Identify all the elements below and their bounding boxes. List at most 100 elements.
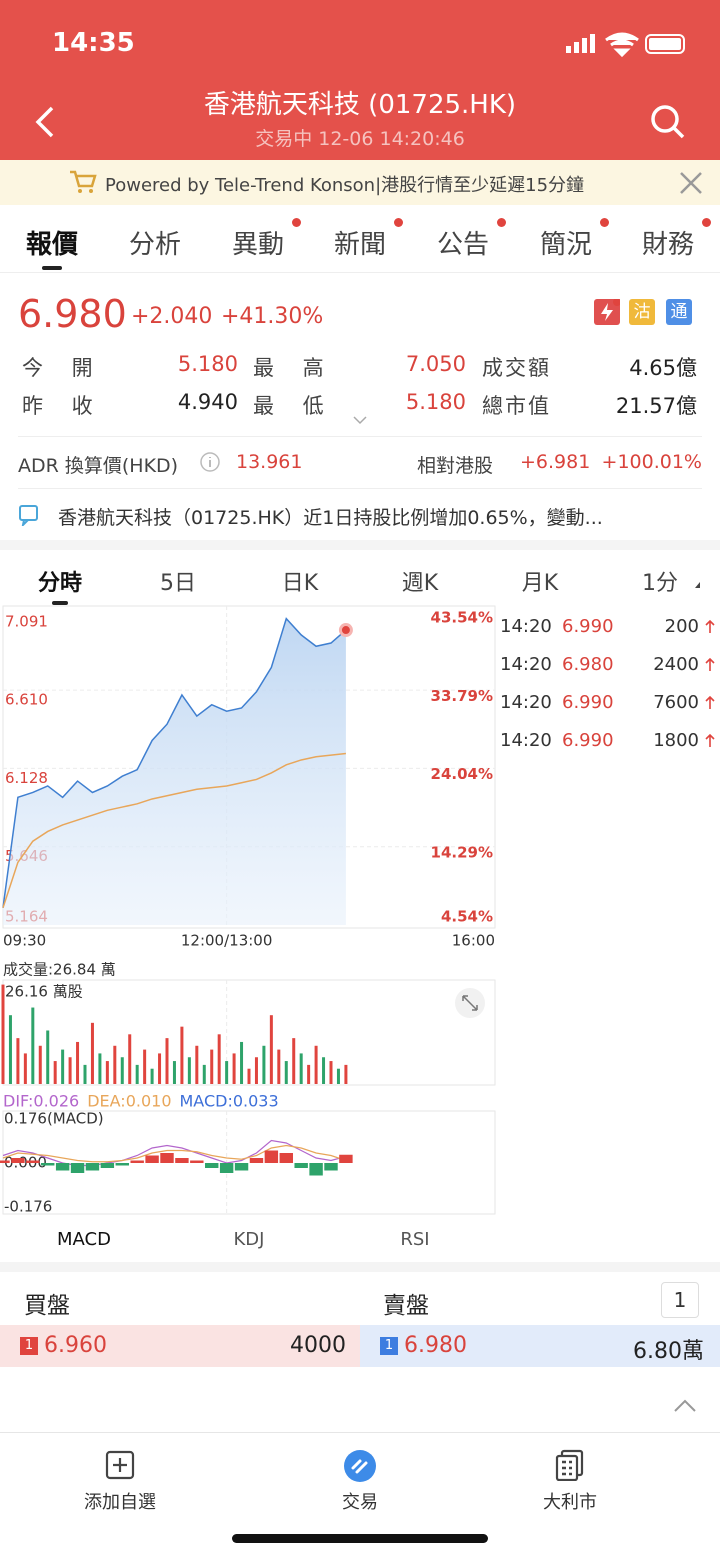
trade-arrow <box>705 733 715 747</box>
news-text[interactable]: 香港航天科技（01725.HK）近1日持股比例增加0.65%，變動... <box>58 507 603 529</box>
volume-bar <box>31 1007 35 1084</box>
bid-label: 買盤 <box>24 1293 70 1319</box>
macd-bar <box>219 1163 234 1173</box>
indicator-tab[interactable]: KDJ <box>234 1229 265 1250</box>
y2-tick-label: 43.54% <box>431 609 493 627</box>
add-watch-icon <box>105 1450 135 1480</box>
bid-price: 6.960 <box>44 1333 107 1358</box>
nav-item[interactable]: 大利市 <box>543 1492 597 1513</box>
nav-item[interactable]: 添加自選 <box>84 1492 156 1513</box>
macd-bar <box>55 1163 70 1171</box>
trade-time: 14:20 <box>500 654 552 675</box>
collapse-arrow[interactable] <box>672 1398 698 1414</box>
macd-bar <box>130 1160 144 1163</box>
tab-indicator <box>42 266 62 270</box>
macd-bar <box>175 1158 189 1163</box>
section-gap <box>0 1262 720 1272</box>
volume-bar <box>307 1064 311 1084</box>
tab[interactable]: 異動 <box>231 230 284 260</box>
macd-bar <box>324 1163 338 1171</box>
macd-bar <box>249 1158 264 1163</box>
market-icon <box>555 1449 584 1481</box>
tab[interactable]: 分析 <box>128 230 181 260</box>
trade-volume: 7600 <box>653 692 699 713</box>
volume-bar <box>143 1049 147 1084</box>
price-line <box>2 617 347 908</box>
trade-arrow <box>705 619 715 633</box>
volume-bar <box>46 1030 50 1084</box>
stat-label: 最 高 <box>253 356 326 380</box>
macd-bar <box>26 1160 40 1163</box>
chart-tab[interactable]: 5日 <box>160 571 196 596</box>
volume-bar <box>187 1057 191 1084</box>
badge-icon <box>594 299 620 325</box>
volume-bar <box>329 1061 333 1084</box>
volume-bar <box>38 1045 42 1084</box>
expand-icon <box>462 995 478 1011</box>
volume-bar <box>16 1038 20 1084</box>
volume-bar <box>314 1045 318 1084</box>
price-area <box>3 618 346 925</box>
trade-volume: 2400 <box>653 654 699 675</box>
cart-icon <box>70 170 97 193</box>
indicator-tab[interactable]: MACD <box>57 1229 111 1250</box>
tab[interactable]: 財務 <box>641 230 694 260</box>
back-button[interactable] <box>30 104 60 140</box>
relative-label: 相對港股 <box>417 455 494 477</box>
y-tick-label: 6.128 <box>5 769 48 787</box>
badge: 通 <box>666 299 692 325</box>
macd-bar <box>41 1163 55 1166</box>
tab[interactable]: 公告 <box>436 230 489 260</box>
volume-bar <box>128 1034 132 1084</box>
relative-change: +6.981 <box>520 451 591 473</box>
volume-bar <box>210 1049 214 1084</box>
volume-bar <box>299 1053 303 1084</box>
indicator-tab[interactable]: RSI <box>400 1229 429 1250</box>
header-bar <box>0 0 720 160</box>
tab-dot <box>394 218 403 227</box>
expand-arrow[interactable] <box>352 414 368 426</box>
trade-time: 14:20 <box>500 692 552 713</box>
volume-bar <box>217 1034 221 1084</box>
depth-selector[interactable]: 1 <box>661 1282 699 1318</box>
chart-tab[interactable]: 日K <box>281 571 319 596</box>
trade-volume: 200 <box>665 616 699 637</box>
y2-tick-label: 4.54% <box>441 908 493 926</box>
dropdown-caret <box>695 582 700 588</box>
banner-text: Powered by Tele-Trend Konson|港股行情至少延遲15分… <box>105 175 585 196</box>
search-button[interactable] <box>648 102 688 142</box>
volume-bar <box>98 1053 102 1084</box>
stat-label: 今 開 <box>22 356 95 380</box>
chart-tab[interactable]: 分時 <box>37 571 82 596</box>
x-tick-label: 16:00 <box>452 932 495 950</box>
tab[interactable]: 新聞 <box>333 230 386 260</box>
volume-bar <box>269 1015 273 1084</box>
chart-tab[interactable]: 1分 <box>642 571 678 596</box>
x-tick-label: 09:30 <box>3 932 46 950</box>
volume-bar <box>113 1045 117 1084</box>
volume-bar <box>8 1015 12 1084</box>
macd-bar <box>309 1163 323 1176</box>
price-change-pct: +41.30% <box>221 304 324 329</box>
volume-bar <box>105 1061 109 1084</box>
adr-value: 13.961 <box>236 451 303 473</box>
ask-label: 賣盤 <box>383 1293 429 1319</box>
ask-volume: 6.80萬 <box>633 1339 704 1364</box>
info-icon[interactable] <box>199 451 221 473</box>
banner-close[interactable] <box>678 170 704 196</box>
volume-bar <box>247 1068 251 1084</box>
adr-label: ADR 換算價(HKD) <box>18 455 179 477</box>
volume-bar <box>61 1049 65 1084</box>
volume-tick-label: 26.16 萬股 <box>5 983 83 1001</box>
nav-item[interactable]: 交易 <box>342 1492 378 1513</box>
chart-tab[interactable]: 月K <box>521 571 559 596</box>
tab[interactable]: 報價 <box>25 230 78 260</box>
trade-price: 6.990 <box>562 616 614 637</box>
volume-bar <box>68 1057 72 1084</box>
section-gap <box>0 540 720 550</box>
volume-bar <box>232 1053 236 1084</box>
tab[interactable]: 簡況 <box>539 230 592 260</box>
volume-bar <box>135 1064 139 1084</box>
chart-tab[interactable]: 週K <box>401 571 439 596</box>
last-price-dot-core <box>341 626 350 635</box>
